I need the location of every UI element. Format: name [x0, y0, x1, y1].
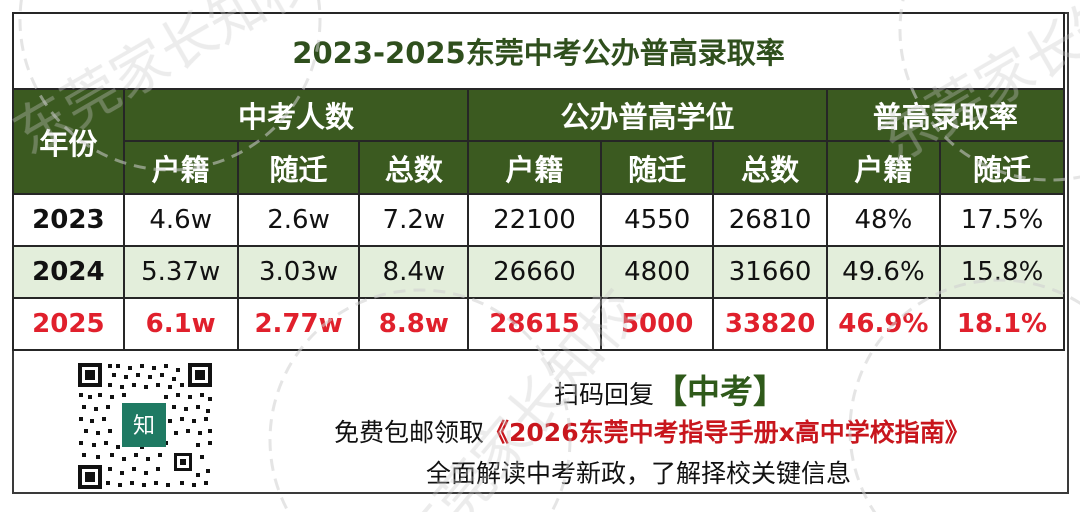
book-title: 《2026东莞中考指导手册x高中学校指南》 [484, 418, 970, 447]
header-public-seats: 公办普高学位 [467, 88, 828, 142]
table-cell: 2.6w [236, 193, 361, 247]
table-cell: 7.2w [358, 193, 470, 247]
subheader-migrant: 随迁 [236, 140, 361, 195]
qr-code-icon[interactable]: 知 [76, 361, 216, 491]
table-cell: 5.37w [122, 245, 239, 299]
subheader-migrant: 随迁 [939, 140, 1065, 195]
year-cell: 2023 [12, 193, 125, 247]
table-cell: 31660 [712, 245, 828, 299]
table-cell: 17.5% [939, 193, 1065, 247]
zhihu-logo-icon [122, 403, 166, 447]
subheader-total: 总数 [712, 140, 828, 195]
table-cell: 26660 [467, 245, 602, 299]
table-cell: 15.8% [939, 245, 1065, 299]
free-gift-prefix: 免费包邮领取 [334, 418, 485, 447]
table-cell: 4800 [599, 245, 715, 299]
table-cell: 26810 [712, 193, 828, 247]
scan-reply-text: 扫码回复【中考】 [554, 365, 786, 413]
promo-footer: 知 扫码回复【中考】 免费包邮领取《2026东莞中考指导手册x高中学校指南》 全… [14, 351, 1067, 492]
table-cell: 2.77w [236, 297, 361, 351]
table-cell: 4.6w [122, 193, 239, 247]
year-cell: 2024 [12, 245, 125, 299]
reply-keyword: 【中考】 [654, 372, 787, 411]
subheader-local: 户籍 [825, 140, 942, 195]
header-year: 年份 [12, 88, 125, 195]
scan-reply-prefix: 扫码回复 [554, 380, 655, 409]
table-row-2025: 2025 6.1w 2.77w 8.8w 28615 5000 33820 46… [12, 297, 1065, 351]
policy-text: 全面解读中考新政，了解择校关键信息 [426, 459, 852, 488]
header-admission-rate: 普高录取率 [825, 88, 1066, 142]
free-gift-text: 免费包邮领取《2026东莞中考指导手册x高中学校指南》 [334, 413, 970, 449]
subheader-migrant: 随迁 [599, 140, 715, 195]
table-cell: 33820 [712, 297, 828, 351]
table-cell: 8.4w [358, 245, 470, 299]
table-cell: 28615 [467, 297, 602, 351]
table-cell: 49.6% [825, 245, 942, 299]
table-cell: 46.9% [825, 297, 942, 351]
table-cell: 18.1% [939, 297, 1065, 351]
table-row-2023: 2023 4.6w 2.6w 7.2w 22100 4550 26810 48%… [12, 193, 1065, 247]
table-cell: 5000 [599, 297, 715, 351]
table-cell: 22100 [467, 193, 602, 247]
header-exam-takers: 中考人数 [122, 88, 470, 142]
subheader-local: 户籍 [467, 140, 602, 195]
table-row-2024: 2024 5.37w 3.03w 8.4w 26660 4800 31660 4… [12, 245, 1065, 299]
year-cell: 2025 [12, 297, 125, 351]
table-cell: 4550 [599, 193, 715, 247]
table-title: 2023-2025东莞中考公办普高录取率 [12, 12, 1065, 90]
subheader-local: 户籍 [122, 140, 239, 195]
table-cell: 3.03w [236, 245, 361, 299]
table-cell: 6.1w [122, 297, 239, 351]
table-cell: 8.8w [358, 297, 470, 351]
admission-rate-table: 2023-2025东莞中考公办普高录取率 年份 中考人数 公办普高学位 普高录取… [12, 12, 1069, 494]
subheader-total: 总数 [358, 140, 470, 195]
table-cell: 48% [825, 193, 942, 247]
svg-text:知: 知 [133, 414, 155, 439]
